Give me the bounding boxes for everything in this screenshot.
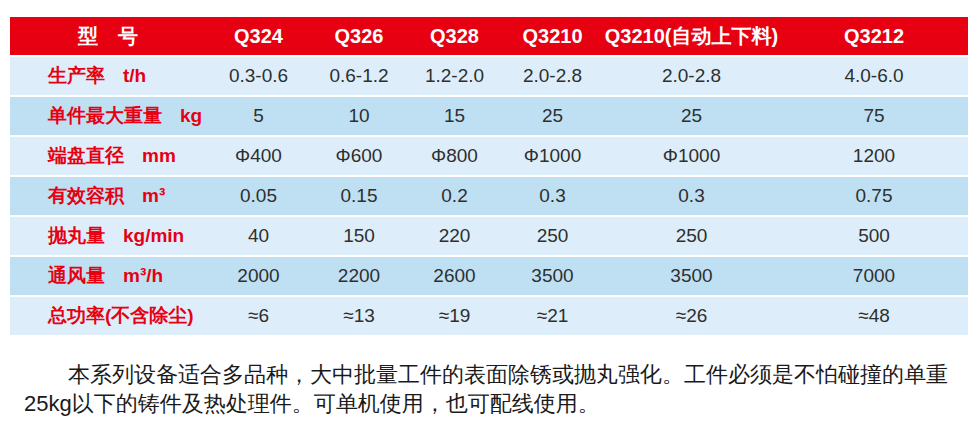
header-cell-q3210-auto: Q3210(自动上下料): [603, 17, 780, 55]
cell-value: 2600: [407, 257, 502, 295]
cell-value: 3500: [502, 257, 603, 295]
row-unit: t/h: [123, 65, 146, 87]
cell-value: 0.6-1.2: [311, 57, 407, 95]
row-label-cell: 抛丸量 kg/min: [10, 217, 206, 255]
cell-value: 0.3: [502, 177, 603, 215]
table-row-max-piece-weight: 单件最大重量 kg 5 10 15 25 25 75: [10, 97, 968, 135]
header-cell-q3212: Q3212: [780, 17, 968, 55]
cell-value: 0.3-0.6: [206, 57, 311, 95]
cell-value: 5: [206, 97, 311, 135]
row-label: 单件最大重量: [48, 103, 162, 129]
header-cell-q324: Q324: [206, 17, 311, 55]
row-label: 生产率: [48, 63, 105, 89]
cell-value: 25: [603, 97, 780, 135]
header-cell-q328: Q328: [407, 17, 502, 55]
cell-value: 40: [206, 217, 311, 255]
row-unit: kg/min: [123, 225, 184, 247]
row-unit: m³/h: [123, 265, 163, 287]
cell-value: 7000: [780, 257, 968, 295]
cell-value: 500: [780, 217, 968, 255]
row-label-cell: 生产率 t/h: [10, 57, 206, 95]
row-label: 总功率(不含除尘): [48, 303, 194, 329]
table-row-ventilation: 通风量 m³/h 2000 2200 2600 3500 3500 7000: [10, 257, 968, 295]
header-cell-model: 型 号: [10, 17, 206, 55]
table-row-shot-blast-rate: 抛丸量 kg/min 40 150 220 250 250 500: [10, 217, 968, 255]
cell-value: 2000: [206, 257, 311, 295]
cell-value: ≈13: [311, 297, 407, 335]
description-line: 本系列设备适合多品种，大中批量工件的表面除锈或抛丸强化。工件必须是不怕碰撞的单重: [24, 360, 954, 389]
table-row-effective-volume: 有效容积 m³ 0.05 0.15 0.2 0.3 0.3 0.75: [10, 177, 968, 215]
row-label-cell: 总功率(不含除尘): [10, 297, 206, 335]
cell-value: 2.0-2.8: [603, 57, 780, 95]
row-label: 有效容积: [48, 183, 124, 209]
description-line: 25kg以下的铸件及热处理件。可单机使用，也可配线使用。: [24, 389, 954, 418]
cell-value: 0.75: [780, 177, 968, 215]
table-row-total-power: 总功率(不含除尘) ≈6 ≈13 ≈19 ≈21 ≈26 ≈48: [10, 297, 968, 335]
row-label-cell: 端盘直径 mm: [10, 137, 206, 175]
cell-value: Φ1000: [603, 137, 780, 175]
cell-value: Φ400: [206, 137, 311, 175]
cell-value: 250: [502, 217, 603, 255]
header-cell-q326: Q326: [311, 17, 407, 55]
row-unit: m³: [142, 185, 165, 207]
cell-value: Φ600: [311, 137, 407, 175]
row-unit: kg: [180, 105, 202, 127]
cell-value: 0.2: [407, 177, 502, 215]
cell-value: 4.0-6.0: [780, 57, 968, 95]
product-spec-page: 型 号 Q324 Q326 Q328 Q3210 Q3210(自动上下料) Q3…: [0, 0, 978, 424]
row-label-cell: 单件最大重量 kg: [10, 97, 206, 135]
row-label-cell: 通风量 m³/h: [10, 257, 206, 295]
row-unit: mm: [142, 145, 176, 167]
cell-value: 0.15: [311, 177, 407, 215]
cell-value: 150: [311, 217, 407, 255]
table-header-row: 型 号 Q324 Q326 Q328 Q3210 Q3210(自动上下料) Q3…: [10, 17, 968, 55]
table-row-production-rate: 生产率 t/h 0.3-0.6 0.6-1.2 1.2-2.0 2.0-2.8 …: [10, 57, 968, 95]
row-label: 通风量: [48, 263, 105, 289]
cell-value: Φ800: [407, 137, 502, 175]
cell-value: 0.3: [603, 177, 780, 215]
cell-value: 0.05: [206, 177, 311, 215]
cell-value: 10: [311, 97, 407, 135]
cell-value: Φ1000: [502, 137, 603, 175]
cell-value: ≈21: [502, 297, 603, 335]
header-cell-q3210: Q3210: [502, 17, 603, 55]
cell-value: ≈6: [206, 297, 311, 335]
cell-value: ≈26: [603, 297, 780, 335]
description-paragraph: 本系列设备适合多品种，大中批量工件的表面除锈或抛丸强化。工件必须是不怕碰撞的单重…: [24, 360, 954, 418]
cell-value: 1200: [780, 137, 968, 175]
cell-value: ≈19: [407, 297, 502, 335]
cell-value: 3500: [603, 257, 780, 295]
cell-value: 25: [502, 97, 603, 135]
cell-value: 75: [780, 97, 968, 135]
row-label: 抛丸量: [48, 223, 105, 249]
cell-value: 2.0-2.8: [502, 57, 603, 95]
cell-value: 15: [407, 97, 502, 135]
cell-value: 2200: [311, 257, 407, 295]
row-label: 端盘直径: [48, 143, 124, 169]
cell-value: ≈48: [780, 297, 968, 335]
cell-value: 250: [603, 217, 780, 255]
row-label-cell: 有效容积 m³: [10, 177, 206, 215]
cell-value: 1.2-2.0: [407, 57, 502, 95]
cell-value: 220: [407, 217, 502, 255]
table-row-end-disc-diameter: 端盘直径 mm Φ400 Φ600 Φ800 Φ1000 Φ1000 1200: [10, 137, 968, 175]
spec-table: 型 号 Q324 Q326 Q328 Q3210 Q3210(自动上下料) Q3…: [10, 17, 968, 337]
